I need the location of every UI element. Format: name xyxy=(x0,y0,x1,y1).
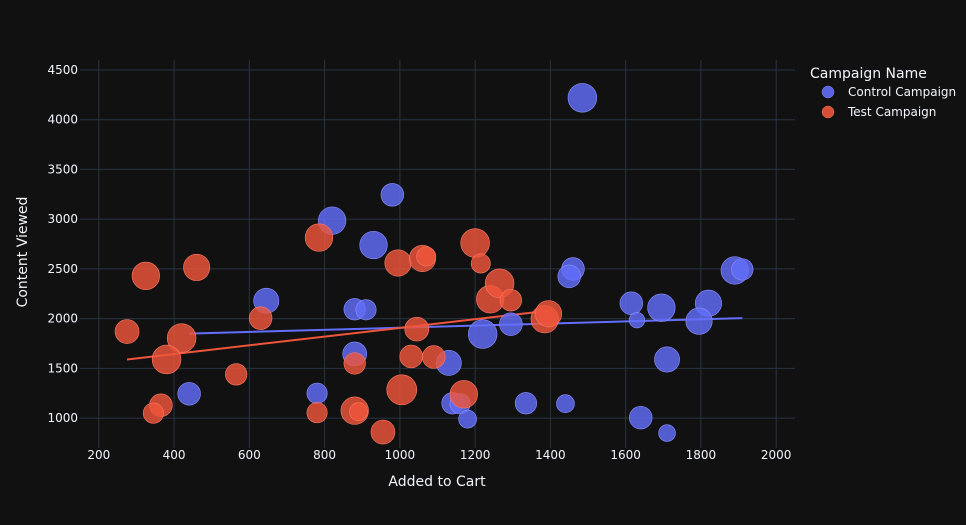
x-tick-label: 2000 xyxy=(761,448,792,462)
y-tick-label: 3500 xyxy=(47,162,78,176)
control-campaign-point[interactable] xyxy=(685,307,713,335)
x-tick-label: 400 xyxy=(163,448,186,462)
test-campaign-point[interactable] xyxy=(460,228,490,258)
test-campaign-point[interactable] xyxy=(142,402,164,424)
test-campaign-point[interactable] xyxy=(183,253,211,281)
y-tick-label: 3000 xyxy=(47,212,78,226)
test-campaign-point[interactable] xyxy=(470,253,491,274)
x-tick-label: 1200 xyxy=(460,448,491,462)
test-campaign-point[interactable] xyxy=(306,402,328,424)
legend-item-test[interactable]: Test Campaign xyxy=(821,105,936,119)
test-campaign-point[interactable] xyxy=(535,300,563,328)
test-campaign-point[interactable] xyxy=(225,363,248,386)
test-campaign-point[interactable] xyxy=(131,261,160,290)
data-points xyxy=(114,83,754,445)
x-tick-label: 1600 xyxy=(610,448,641,462)
test-campaign-point[interactable] xyxy=(399,344,423,369)
control-campaign-point[interactable] xyxy=(355,299,377,321)
test-trendline xyxy=(126,309,549,361)
legend-label-control: Control Campaign xyxy=(848,85,956,99)
control-campaign-point[interactable] xyxy=(658,424,676,442)
control-campaign-point[interactable] xyxy=(628,312,646,329)
trendlines xyxy=(126,309,743,361)
control-campaign-point[interactable] xyxy=(514,392,538,415)
test-campaign-point[interactable] xyxy=(404,316,430,342)
y-tick-label: 1500 xyxy=(47,361,78,375)
control-campaign-point[interactable] xyxy=(731,258,754,281)
control-campaign-point[interactable] xyxy=(557,264,581,289)
y-tick-label: 1000 xyxy=(47,411,78,425)
control-campaign-point[interactable] xyxy=(177,382,201,406)
legend[interactable]: Campaign Name Control Campaign Test Camp… xyxy=(810,66,956,119)
legend-marker-test xyxy=(821,105,835,119)
control-campaign-point[interactable] xyxy=(380,183,405,207)
legend-label-test: Test Campaign xyxy=(847,105,936,119)
control-campaign-point[interactable] xyxy=(654,346,680,373)
control-trendline xyxy=(189,317,743,335)
test-campaign-point[interactable] xyxy=(349,402,368,421)
test-campaign-point[interactable] xyxy=(449,380,478,409)
x-axis-title: Added to Cart xyxy=(388,474,486,490)
x-tick-label: 800 xyxy=(313,448,336,462)
y-tick-label: 4500 xyxy=(47,63,78,77)
test-campaign-point[interactable] xyxy=(386,374,418,406)
x-tick-label: 600 xyxy=(238,448,261,462)
test-campaign-point[interactable] xyxy=(304,223,334,252)
y-axis-ticks: 1000 1500 2000 2500 3000 3500 4000 4500 xyxy=(47,63,78,425)
x-axis-ticks: 200 400 600 800 1000 1200 1400 1600 1800 2000 xyxy=(87,448,791,462)
legend-title: Campaign Name xyxy=(810,66,927,82)
control-campaign-point[interactable] xyxy=(467,319,498,349)
test-campaign-point[interactable] xyxy=(151,344,182,375)
control-campaign-point[interactable] xyxy=(359,230,388,260)
legend-item-control[interactable]: Control Campaign xyxy=(821,85,956,99)
test-campaign-point[interactable] xyxy=(166,323,197,353)
x-tick-label: 1800 xyxy=(686,448,717,462)
test-campaign-point[interactable] xyxy=(248,306,273,330)
gridlines xyxy=(80,60,795,448)
control-campaign-point[interactable] xyxy=(458,409,477,429)
x-tick-label: 1000 xyxy=(385,448,416,462)
control-campaign-point[interactable] xyxy=(629,405,653,430)
control-campaign-point[interactable] xyxy=(499,312,523,336)
legend-marker-control xyxy=(821,85,835,99)
y-tick-label: 4000 xyxy=(47,113,78,127)
test-campaign-point[interactable] xyxy=(343,352,366,375)
control-campaign-point[interactable] xyxy=(556,394,575,414)
test-campaign-point[interactable] xyxy=(499,289,522,312)
test-campaign-point[interactable] xyxy=(384,249,412,277)
x-tick-label: 1400 xyxy=(535,448,566,462)
control-campaign-point[interactable] xyxy=(647,293,676,322)
test-campaign-point[interactable] xyxy=(416,246,437,267)
y-tick-label: 2000 xyxy=(47,312,78,326)
control-campaign-point[interactable] xyxy=(567,83,598,113)
control-campaign-point[interactable] xyxy=(619,291,644,315)
x-tick-label: 200 xyxy=(87,448,110,462)
test-campaign-point[interactable] xyxy=(370,419,396,445)
test-campaign-point[interactable] xyxy=(114,319,140,344)
control-campaign-point[interactable] xyxy=(306,382,328,404)
y-axis-title: Content Viewed xyxy=(15,197,31,308)
test-campaign-point[interactable] xyxy=(422,345,446,369)
y-tick-label: 2500 xyxy=(47,262,78,276)
